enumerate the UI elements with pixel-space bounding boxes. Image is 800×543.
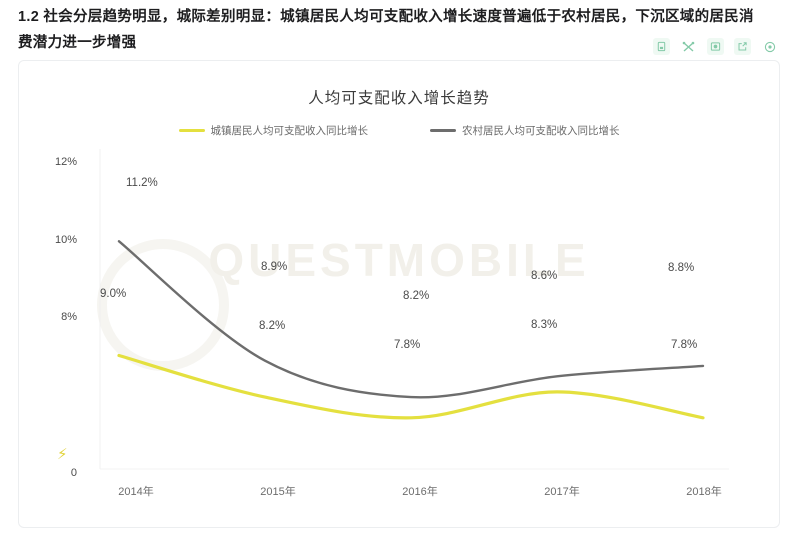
y-tick-label-2: 8%: [61, 311, 77, 323]
axis-break-icon: ⚡: [57, 446, 68, 463]
series-line-rural: [117, 240, 705, 399]
settings-icon[interactable]: [761, 38, 778, 55]
image-icon[interactable]: [707, 38, 724, 55]
data-label-rural-0: 11.2%: [126, 177, 158, 189]
data-label-rural-3: 8.6%: [531, 270, 558, 282]
share-icon[interactable]: [734, 38, 751, 55]
plot-svg: [99, 149, 729, 470]
data-label-urban-3: 8.3%: [531, 319, 558, 331]
legend-label-urban: 城镇居民人均可支配收入同比增长: [210, 125, 369, 137]
data-label-rural-1: 8.9%: [261, 261, 288, 273]
data-label-urban-2: 7.8%: [394, 339, 421, 351]
legend-item-urban[interactable]: 城镇居民人均可支配收入同比增长: [178, 123, 369, 138]
data-label-urban-4: 7.8%: [671, 339, 698, 351]
data-label-rural-4: 8.8%: [668, 262, 695, 274]
chart-legend: 城镇居民人均可支配收入同比增长 农村居民人均可支配收入同比增长: [19, 123, 779, 138]
legend-swatch-urban: [178, 129, 205, 132]
data-label-urban-1: 8.2%: [259, 320, 286, 332]
legend-label-rural: 农村居民人均可支配收入同比增长: [462, 125, 620, 137]
legend-swatch-rural: [430, 129, 456, 132]
toolbar: [653, 38, 778, 55]
chart-title: 人均可支配收入增长趋势: [308, 90, 490, 107]
legend-item-rural[interactable]: 农村居民人均可支配收入同比增长: [430, 123, 620, 138]
plot-area: [81, 149, 729, 501]
x-tick-label-1: 2015年: [260, 486, 296, 498]
x-tick-label-0: 2014年: [118, 486, 154, 498]
y-tick-label-1: 10%: [54, 234, 77, 246]
chart-card: 人均可支配收入增长趋势 城镇居民人均可支配收入同比增长 农村居民人均可支配收入同…: [18, 60, 780, 528]
data-label-rural-2: 8.2%: [403, 290, 430, 302]
y-tick-label-0: 12%: [54, 156, 77, 168]
series-line-urban: [117, 353, 705, 420]
document-icon[interactable]: [653, 38, 670, 55]
data-label-urban-0: 9.0%: [100, 288, 127, 300]
scissors-icon[interactable]: [680, 38, 697, 55]
x-tick-label-4: 2018年: [686, 486, 722, 498]
page-title: 1.2 社会分层趋势明显，城际差别明显：城镇居民人均可支配收入增长速度普遍低于农…: [18, 9, 754, 51]
x-tick-label-2: 2016年: [402, 486, 438, 498]
x-tick-label-3: 2017年: [544, 486, 580, 498]
y-tick-label-3: 0: [70, 467, 77, 479]
